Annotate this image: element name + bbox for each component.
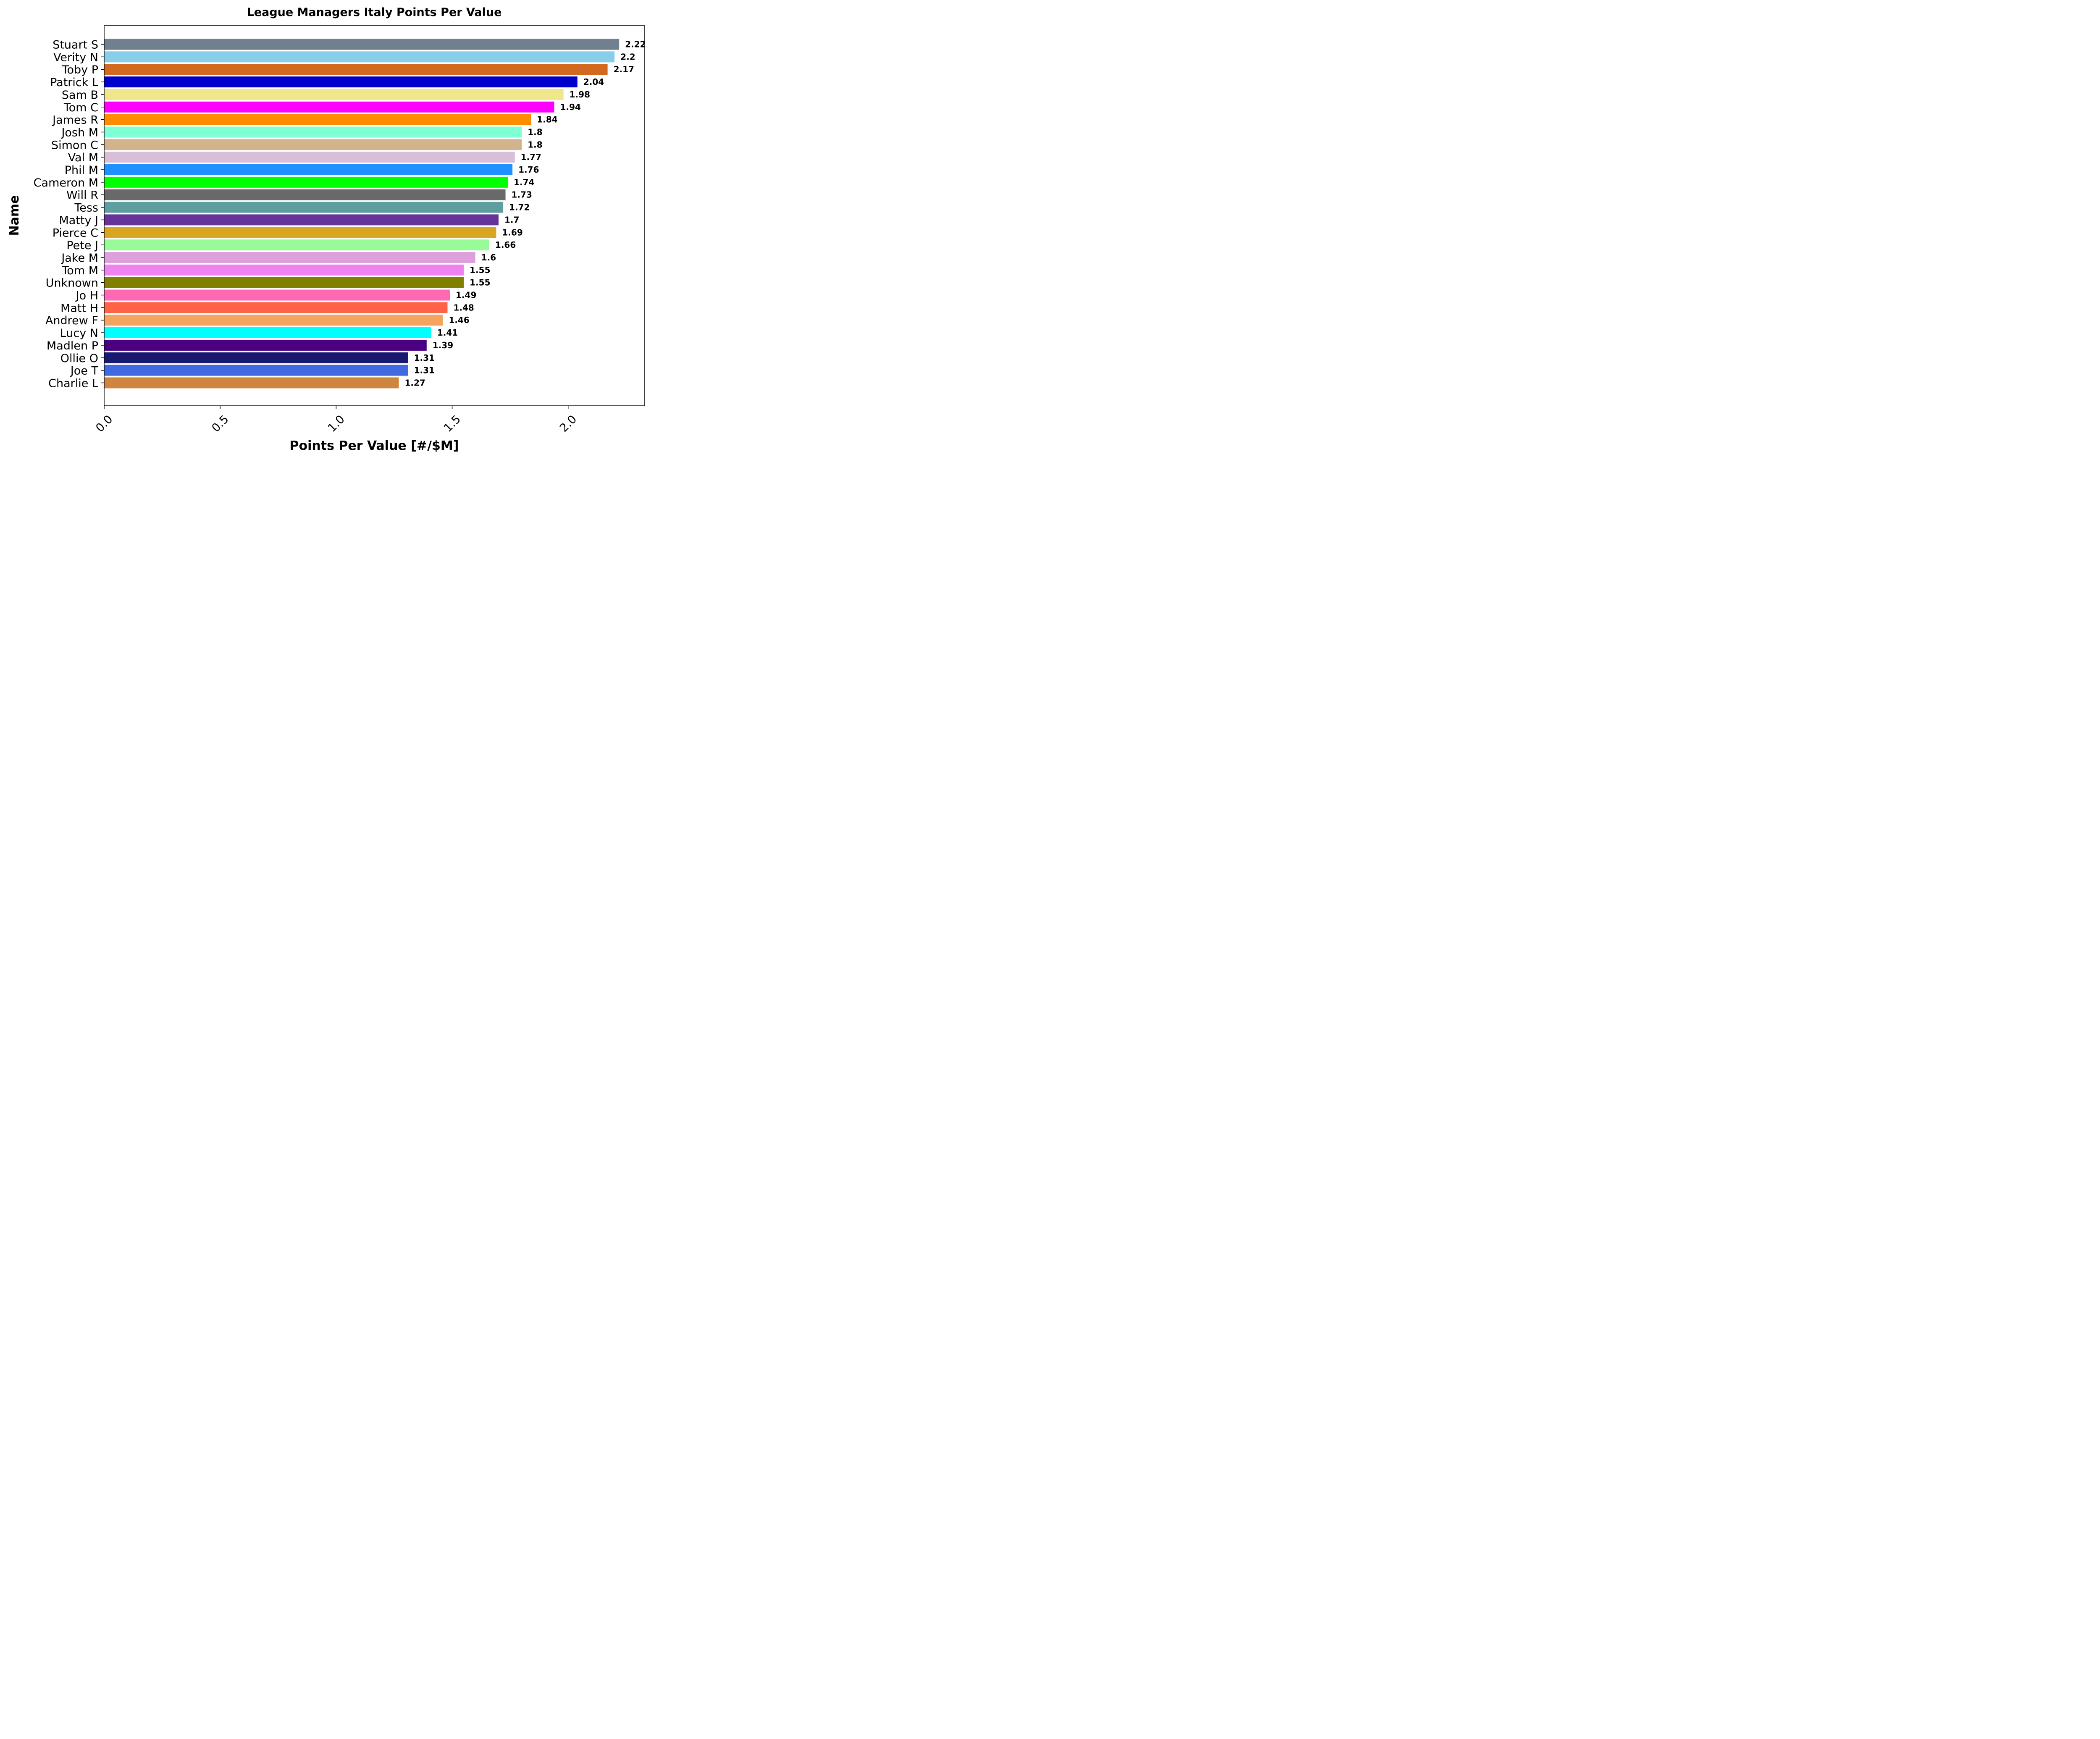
- y-tick-label: Jake M: [60, 252, 98, 265]
- y-tick-label: Madlen P: [47, 339, 98, 352]
- y-tick-label: Toby P: [62, 63, 98, 76]
- bar: [104, 302, 448, 313]
- bar-value-label: 1.39: [433, 340, 453, 350]
- bar-value-label: 1.8: [528, 127, 542, 137]
- bar: [104, 139, 522, 150]
- y-tick-label: Cameron M: [34, 176, 98, 189]
- y-tick-label: Charlie L: [48, 377, 98, 390]
- bar: [104, 126, 522, 138]
- y-tick-label: Matty J: [59, 214, 98, 227]
- bar-value-label: 1.48: [453, 302, 474, 313]
- bar-value-label: 1.76: [518, 165, 539, 175]
- bar: [104, 114, 531, 125]
- bar: [104, 76, 578, 88]
- bar-value-label: 1.31: [414, 365, 435, 376]
- bar-value-label: 2.04: [583, 77, 604, 87]
- bar: [104, 239, 489, 251]
- y-tick-label: Andrew F: [45, 314, 98, 327]
- bar: [104, 101, 554, 113]
- y-tick-label: Stuart S: [52, 39, 98, 52]
- bar: [104, 327, 431, 339]
- chart-title: League Managers Italy Points Per Value: [247, 6, 502, 19]
- bar: [104, 352, 408, 363]
- y-tick-label: Matt H: [60, 302, 98, 315]
- y-tick-label: James R: [52, 114, 98, 127]
- bar-value-label: 2.22: [625, 39, 646, 50]
- bar-value-label: 1.7: [504, 215, 519, 225]
- y-tick-label: Pierce C: [52, 226, 98, 239]
- bar: [104, 227, 496, 238]
- bar: [104, 289, 450, 301]
- bar: [104, 377, 399, 389]
- bar-value-label: 1.31: [414, 353, 435, 363]
- bars-layer: [104, 39, 620, 389]
- bar: [104, 214, 499, 226]
- bar-value-label: 1.41: [437, 328, 458, 338]
- y-tick-label: Joe T: [70, 365, 99, 378]
- bar: [104, 252, 475, 263]
- bar: [104, 164, 513, 175]
- bar: [104, 365, 408, 376]
- bar-value-label: 1.73: [512, 190, 532, 200]
- y-tick-label: Lucy N: [60, 327, 98, 340]
- chart-container: League Managers Italy Points Per Value 2…: [0, 0, 659, 460]
- bar-value-label: 1.55: [470, 278, 490, 288]
- bar-value-label: 1.72: [509, 202, 530, 213]
- bar-value-label: 1.46: [449, 315, 469, 325]
- bar: [104, 202, 504, 213]
- bar-value-label: 1.69: [502, 227, 522, 237]
- y-tick-label: Patrick L: [50, 76, 98, 89]
- bar: [104, 51, 615, 63]
- bar-value-label: 1.74: [514, 177, 534, 187]
- bar-value-labels: 2.22 2.2 2.17 2.04 1.98 1.941.84 1.8 1.8 1.77 1.7…: [404, 39, 646, 388]
- y-tick-label: Tom C: [63, 101, 98, 114]
- x-axis-title: Points Per Value [#/$M]: [290, 439, 459, 453]
- y-tick-label: Verity N: [53, 51, 98, 64]
- bar: [104, 264, 464, 276]
- y-tick-label: Ollie O: [60, 352, 98, 365]
- bar: [104, 277, 464, 288]
- bar: [104, 189, 506, 200]
- bar: [104, 64, 608, 75]
- y-axis-title: Name: [7, 195, 22, 236]
- y-tick-label: Jo H: [75, 289, 98, 302]
- bar-value-label: 2.17: [614, 64, 634, 74]
- bar-value-label: 1.27: [404, 378, 425, 388]
- y-tick-label: Val M: [68, 151, 98, 164]
- y-tick-label: Simon C: [51, 139, 98, 152]
- bar: [104, 152, 515, 163]
- y-tick-label: Will R: [66, 189, 98, 202]
- bar: [104, 315, 443, 326]
- bar-value-label: 1.55: [470, 265, 490, 275]
- y-tick-label: Phil M: [65, 164, 98, 177]
- bar-value-label: 1.98: [570, 89, 590, 100]
- bar-value-label: 1.84: [537, 115, 557, 125]
- plot-frame: [104, 25, 645, 406]
- bar-value-label: 1.77: [521, 152, 541, 162]
- bar-value-label: 2.2: [620, 52, 635, 62]
- bar: [104, 39, 620, 50]
- y-tick-label: Tess: [74, 202, 98, 215]
- bar-value-label: 1.66: [495, 240, 516, 250]
- bar-value-label: 1.8: [528, 139, 542, 150]
- bar: [104, 176, 508, 188]
- y-tick-label: Josh M: [60, 126, 98, 139]
- bar: [104, 339, 427, 351]
- bar-value-label: 1.94: [560, 102, 581, 112]
- bar-value-label: 1.49: [456, 290, 476, 300]
- y-tick-label: Tom M: [61, 264, 98, 277]
- bar: [104, 89, 564, 100]
- y-tick-label: Sam B: [62, 89, 98, 102]
- y-tick-label: Pete J: [66, 239, 98, 252]
- bar-value-label: 1.6: [481, 252, 496, 263]
- y-tick-label: Unknown: [46, 277, 98, 290]
- bar-chart: League Managers Italy Points Per Value 2…: [0, 0, 659, 460]
